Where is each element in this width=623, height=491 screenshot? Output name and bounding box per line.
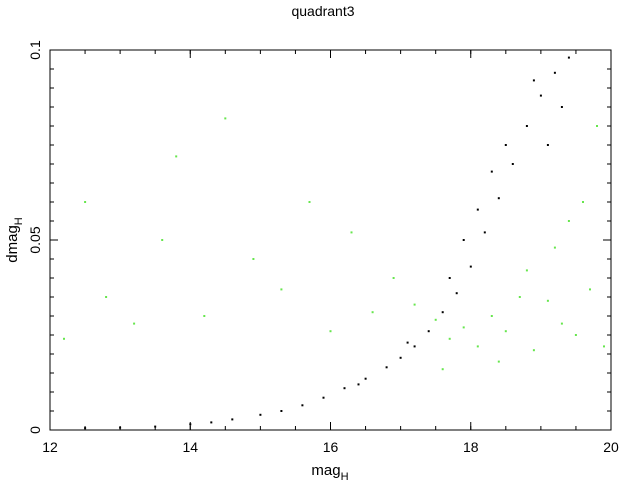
data-point-0-11 [364, 377, 367, 380]
data-point-1-13 [371, 311, 374, 314]
y-tick-label: 0.1 [27, 40, 43, 60]
x-tick-label: 18 [463, 439, 479, 455]
data-point-0-35 [490, 170, 493, 173]
points-layer [63, 56, 605, 430]
data-point-0-4 [210, 421, 213, 424]
data-point-1-35 [441, 368, 444, 371]
data-point-1-7 [224, 117, 227, 120]
plot-frame [49, 49, 612, 431]
x-tick-label: 20 [603, 439, 619, 455]
ticks-layer: 12 14 16 18 20 0 0.05 0.1 [27, 40, 619, 455]
data-point-0-34 [462, 239, 465, 241]
data-point-1-27 [589, 288, 591, 291]
data-point-0-32 [546, 144, 549, 146]
data-point-1-24 [546, 299, 549, 302]
data-point-0-15 [427, 330, 430, 333]
data-point-0-30 [504, 144, 507, 146]
data-point-1-28 [603, 345, 605, 348]
data-point-0-26 [357, 383, 360, 386]
data-point-0-24 [553, 71, 556, 74]
y-tick-label: 0 [27, 426, 43, 434]
data-point-1-6 [203, 315, 206, 317]
data-point-0-9 [322, 396, 325, 399]
data-point-0-33 [560, 106, 563, 108]
data-point-1-33 [567, 220, 570, 222]
data-point-1-15 [413, 303, 416, 306]
data-point-0-29 [476, 208, 479, 211]
data-point-1-10 [308, 201, 311, 203]
x-tick-label: 16 [323, 439, 339, 455]
x-tick-label: 12 [42, 439, 58, 455]
data-point-0-8 [301, 404, 304, 407]
data-point-1-0 [63, 337, 65, 340]
data-point-1-4 [161, 239, 164, 241]
data-point-0-17 [455, 292, 458, 295]
data-point-0-23 [539, 94, 542, 97]
data-point-0-19 [483, 231, 486, 234]
data-point-1-16 [434, 318, 437, 321]
data-point-0-13 [399, 356, 402, 359]
data-point-1-30 [553, 246, 556, 249]
x-axis-title: magH [311, 462, 348, 483]
data-point-1-34 [497, 360, 500, 363]
data-point-1-22 [518, 296, 521, 298]
data-point-1-25 [560, 322, 563, 325]
data-point-0-27 [406, 341, 409, 344]
data-point-1-9 [280, 288, 283, 291]
y-axis-title: dmagH [4, 217, 25, 263]
data-point-0-5 [231, 418, 234, 421]
chart-title: quadrant3 [291, 3, 354, 19]
data-point-1-19 [476, 345, 479, 348]
data-point-0-7 [280, 410, 283, 412]
data-point-0-14 [413, 345, 416, 348]
data-point-1-11 [329, 330, 332, 333]
data-point-1-17 [448, 337, 451, 340]
data-point-1-29 [582, 201, 584, 203]
data-point-1-20 [490, 315, 493, 317]
data-point-0-25 [567, 56, 570, 59]
data-point-1-3 [133, 322, 136, 325]
data-point-1-21 [504, 330, 507, 333]
y-tick-label: 0.05 [27, 226, 43, 253]
data-point-1-2 [105, 296, 108, 298]
data-point-1-31 [525, 269, 528, 272]
data-point-0-22 [525, 125, 528, 127]
data-point-1-12 [350, 231, 353, 234]
data-point-0-18 [469, 265, 472, 268]
data-point-1-32 [596, 125, 598, 127]
data-point-1-1 [84, 201, 87, 203]
data-point-0-31 [532, 79, 535, 82]
data-point-0-10 [343, 387, 346, 390]
data-point-0-6 [259, 413, 262, 416]
data-point-1-23 [532, 349, 535, 352]
data-point-1-5 [175, 155, 178, 158]
x-tick-label: 14 [182, 439, 198, 455]
data-point-0-20 [497, 197, 500, 200]
data-point-0-12 [385, 366, 388, 369]
data-point-0-28 [448, 277, 451, 279]
data-point-0-16 [441, 311, 444, 314]
data-point-1-8 [252, 258, 255, 260]
data-point-1-14 [392, 277, 395, 279]
data-point-0-21 [511, 163, 514, 165]
data-point-1-18 [462, 326, 465, 329]
data-point-1-26 [574, 334, 577, 336]
